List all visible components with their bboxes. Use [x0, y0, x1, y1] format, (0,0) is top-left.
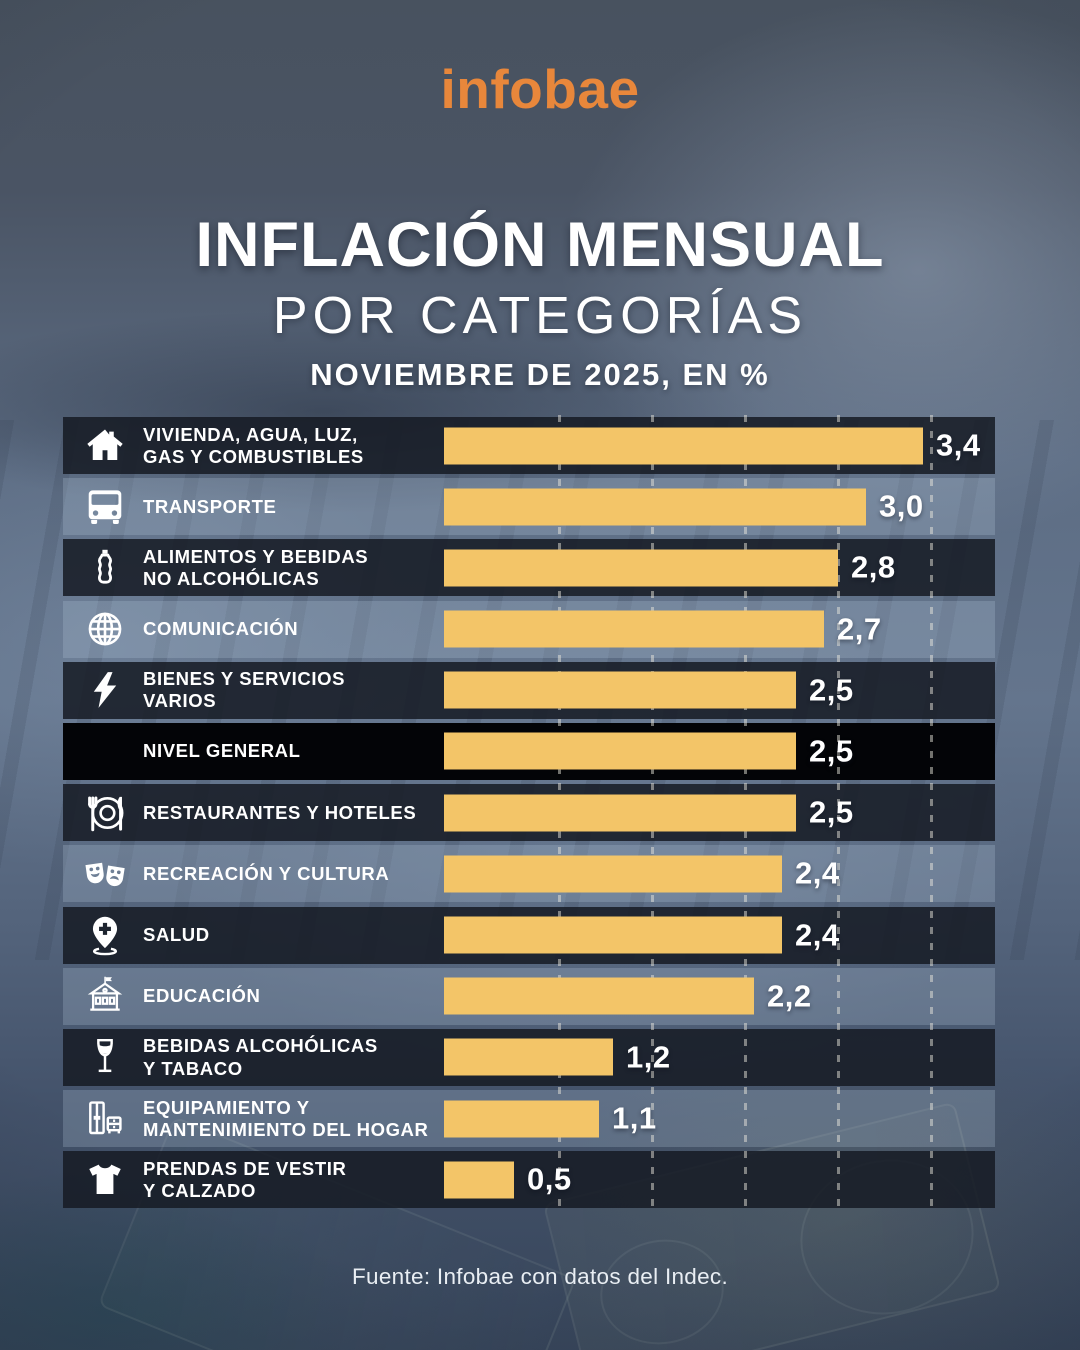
category-label: VIVIENDA, AGUA, LUZ, GAS Y COMBUSTIBLES [143, 423, 364, 467]
header: infobae INFLACIÓN MENSUAL POR CATEGORÍAS… [0, 58, 1080, 392]
value-label: 2,8 [851, 549, 896, 585]
category-row: RECREACIÓN Y CULTURA 2,4 [63, 845, 995, 903]
value-label: 1,2 [626, 1039, 671, 1075]
category-row: SALUD 2,4 [63, 906, 995, 964]
value-label: 2,4 [795, 917, 840, 952]
category-label: PRENDAS DE VESTIR Y CALZADO [143, 1157, 347, 1201]
value-label: 2,4 [795, 855, 840, 891]
value-bar [444, 671, 796, 709]
inflation-bar-chart: VIVIENDA, AGUA, LUZ, GAS Y COMBUSTIBLES 3… [63, 415, 995, 1211]
bar-wrap: 3,4 [444, 427, 981, 464]
category-row: VIVIENDA, AGUA, LUZ, GAS Y COMBUSTIBLES 3… [63, 417, 995, 474]
bar-wrap: 2,2 [444, 977, 812, 1015]
value-bar [444, 732, 796, 770]
value-bar [444, 1161, 514, 1199]
category-label: RESTAURANTES Y HOTELES [143, 801, 417, 823]
wine-glass-icon [77, 1034, 133, 1080]
category-label: NIVEL GENERAL [143, 740, 301, 762]
category-row: BEBIDAS ALCOHÓLICAS Y TABACO 1,2 [63, 1028, 995, 1086]
value-bar [444, 488, 866, 526]
category-row: COMUNICACIÓN 2,7 [63, 600, 995, 658]
value-label: 2,7 [837, 611, 882, 647]
value-label: 0,5 [527, 1161, 572, 1197]
bar-wrap: 1,1 [444, 1100, 657, 1138]
page-subtitle: POR CATEGORÍAS [272, 287, 808, 345]
background-coin-shape [591, 1230, 733, 1350]
school-icon [77, 973, 133, 1019]
category-label: SALUD [143, 923, 210, 945]
value-label: 2,5 [809, 733, 854, 769]
infobae-logo: infobae [440, 58, 640, 120]
category-row: PRENDAS DE VESTIR Y CALZADO 0,5 [63, 1151, 995, 1209]
value-label: 2,5 [809, 794, 854, 830]
value-label: 1,1 [612, 1100, 657, 1136]
period-label: NOVIEMBRE DE 2025, EN % [310, 357, 770, 392]
bar-wrap: 2,4 [444, 916, 840, 954]
category-row: RESTAURANTES Y HOTELES 2,5 [63, 784, 995, 842]
bar-wrap: 3,0 [444, 488, 924, 526]
bar-wrap: 2,8 [444, 549, 896, 587]
category-row: TRANSPORTE 3,0 [63, 478, 995, 536]
value-label: 3,4 [936, 427, 981, 463]
value-bar [444, 610, 824, 648]
category-row: BIENES Y SERVICIOS VARIOS 2,5 [63, 661, 995, 719]
category-label: EQUIPAMIENTO Y MANTENIMIENTO DEL HOGAR [143, 1096, 429, 1140]
category-label: BIENES Y SERVICIOS VARIOS [143, 668, 346, 712]
category-row: NIVEL GENERAL 2,5 [63, 722, 995, 780]
value-bar [444, 977, 754, 1015]
house-icon [77, 423, 133, 469]
chart-rows: VIVIENDA, AGUA, LUZ, GAS Y COMBUSTIBLES 3… [63, 417, 995, 1209]
bar-wrap: 2,7 [444, 610, 882, 648]
value-bar [444, 916, 782, 954]
category-label: EDUCACIÓN [143, 985, 261, 1007]
furniture-icon [77, 1096, 133, 1142]
value-bar [444, 1038, 613, 1076]
bar-wrap: 2,5 [444, 794, 854, 832]
value-bar [444, 427, 923, 464]
restaurant-icon [77, 790, 133, 836]
source-note: Fuente: Infobae con datos del Indec. [351, 1264, 729, 1289]
value-label: 3,0 [879, 488, 924, 524]
bar-wrap: 2,4 [444, 855, 840, 893]
value-bar [444, 794, 796, 832]
bus-icon [77, 484, 133, 530]
category-row: EDUCACIÓN 2,2 [63, 967, 995, 1025]
health-pin-icon [77, 912, 133, 958]
category-label: BEBIDAS ALCOHÓLICAS Y TABACO [143, 1035, 378, 1079]
globe-icon [77, 606, 133, 652]
category-label: TRANSPORTE [143, 495, 277, 517]
value-label: 2,2 [767, 978, 812, 1014]
value-bar [444, 1100, 599, 1138]
category-row: EQUIPAMIENTO Y MANTENIMIENTO DEL HOGAR 1,… [63, 1090, 995, 1148]
value-label: 2,5 [809, 672, 854, 708]
bar-wrap: 2,5 [444, 732, 854, 770]
bar-wrap: 1,2 [444, 1038, 671, 1076]
category-label: COMUNICACIÓN [143, 617, 299, 639]
bottle-icon [77, 545, 133, 591]
lightning-icon [77, 667, 133, 713]
category-label: RECREACIÓN Y CULTURA [143, 862, 390, 884]
tshirt-icon [77, 1157, 133, 1203]
category-label: ALIMENTOS Y BEBIDAS NO ALCOHÓLICAS [143, 545, 369, 589]
value-bar [444, 549, 838, 587]
theater-masks-icon [77, 851, 133, 897]
page-title: INFLACIÓN MENSUAL [195, 210, 885, 280]
bar-wrap: 0,5 [444, 1161, 572, 1199]
category-row: ALIMENTOS Y BEBIDAS NO ALCOHÓLICAS 2,8 [63, 539, 995, 597]
bar-wrap: 2,5 [444, 671, 854, 709]
value-bar [444, 855, 782, 893]
